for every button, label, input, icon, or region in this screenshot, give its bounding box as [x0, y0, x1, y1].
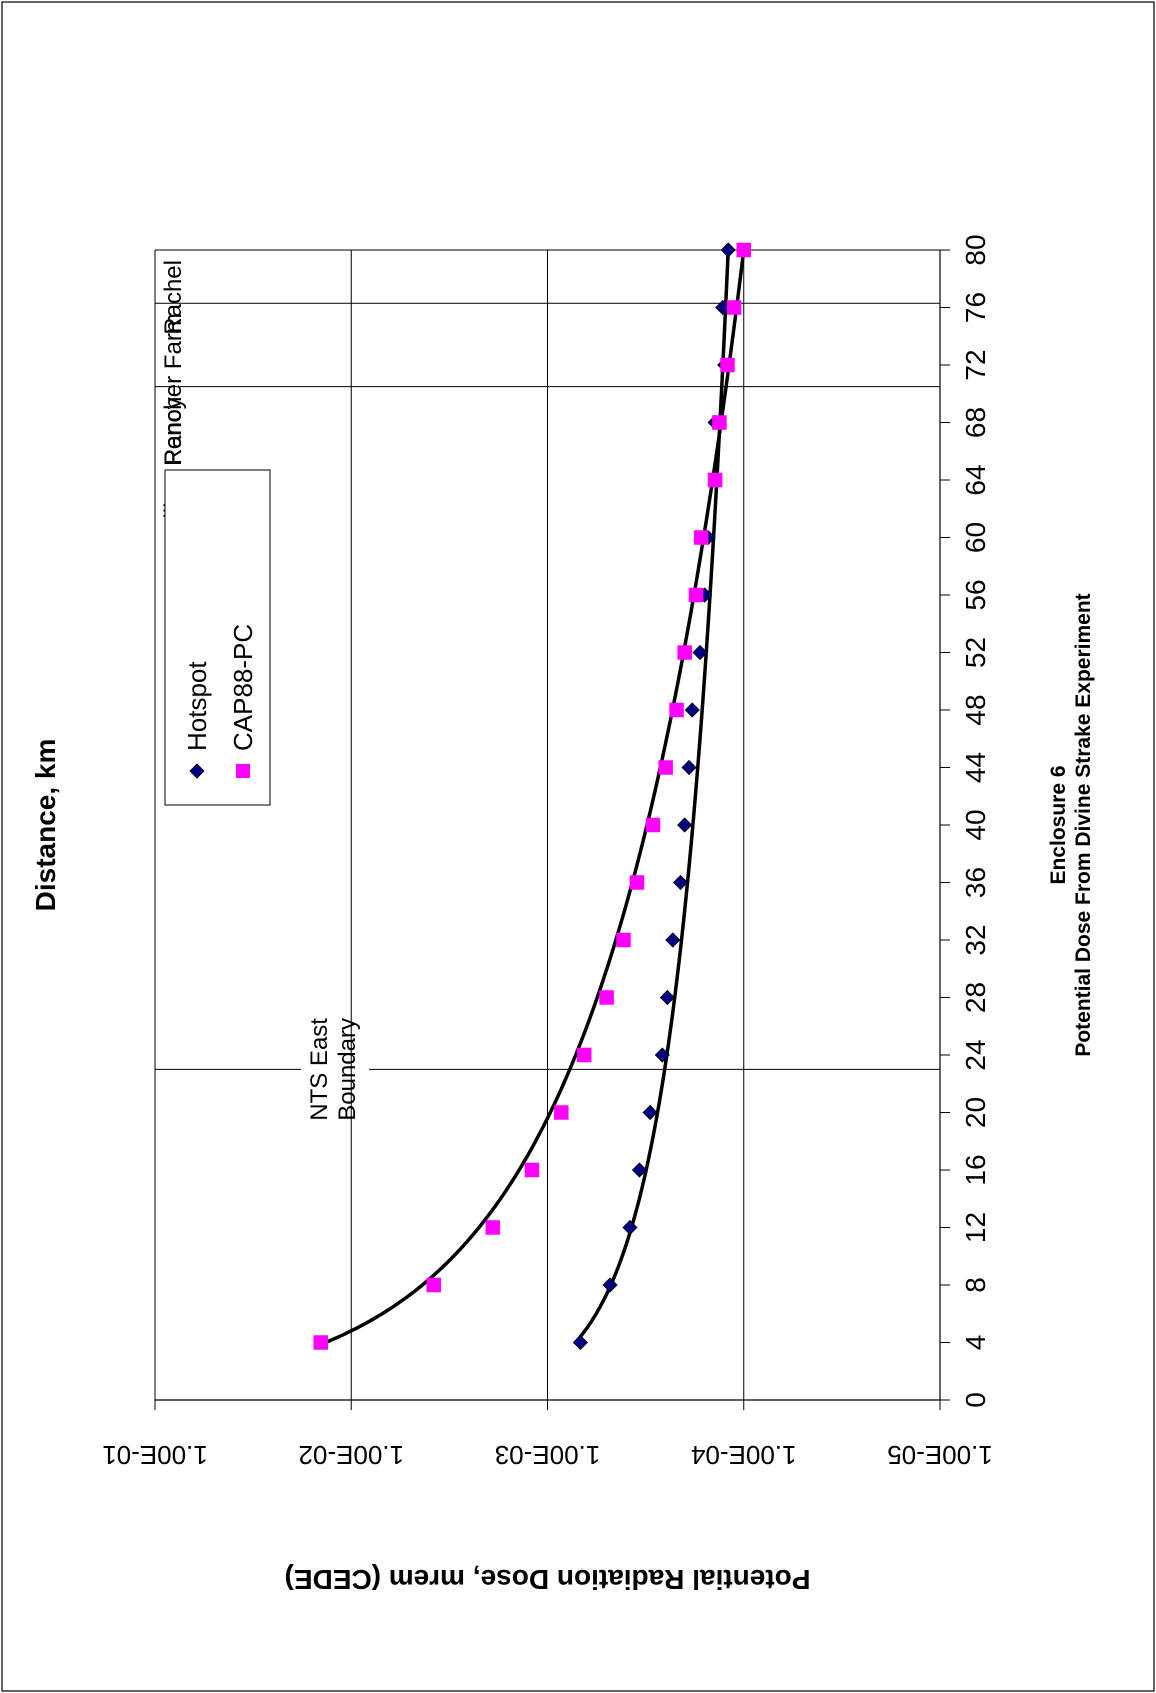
cap88-pc-point — [313, 1335, 329, 1350]
x-tick-label: 60 — [960, 522, 991, 553]
hotspot-point — [602, 1277, 618, 1293]
annotation-label: NTS East — [306, 1018, 333, 1121]
x-tick-label: 12 — [960, 1212, 991, 1243]
trendline-cap88-pc — [324, 249, 746, 1345]
hotspot-point — [720, 242, 736, 258]
legend: Hotspot CAP88-PC — [164, 469, 271, 806]
legend-label: CAP88-PC — [228, 624, 258, 751]
y-tick-label: 1.00E-01 — [102, 1440, 208, 1470]
x-tick-label: 44 — [960, 752, 991, 783]
x-tick-label: 40 — [960, 809, 991, 840]
cap88-pc-point — [693, 530, 709, 545]
x-tick-label: 48 — [960, 694, 991, 725]
hotspot-point — [684, 702, 700, 718]
x-tick-label: 0 — [960, 1392, 991, 1408]
x-tick-label: 36 — [960, 867, 991, 898]
cap88-pc-point — [707, 472, 723, 488]
cap88-pc-point — [576, 1047, 592, 1063]
y-tick-labels: 1.00E-01 1.00E-02 1.00E-03 1.00E-04 1.00E-05 — [102, 1440, 993, 1470]
x-tick-label: 52 — [960, 637, 991, 668]
trendlines — [324, 249, 746, 1345]
hotspot-point — [654, 1047, 670, 1063]
x-tick-label: 56 — [960, 579, 991, 610]
x-tick-label: 16 — [960, 1154, 991, 1185]
hotspot-point — [659, 989, 675, 1006]
cap88-pc-point — [669, 702, 684, 718]
chart-subtitle: Potential Dose From Divine Strake Experi… — [1072, 593, 1095, 1056]
cap88-pc-point — [616, 932, 631, 948]
cap88-pc-point — [554, 1105, 569, 1120]
x-tick-label: 20 — [960, 1097, 991, 1128]
hotspot-point — [642, 1104, 658, 1121]
legend-marker-square — [236, 764, 250, 778]
cap88-pc-point — [629, 875, 645, 890]
x-tick-label: 32 — [960, 924, 991, 955]
y-axis-label: Potential Radiation Dose, mrem (CEDE) — [285, 1564, 811, 1595]
x-tick-label: 76 — [960, 292, 991, 323]
cap88-pc-point — [599, 990, 614, 1005]
cap88-pc-point — [426, 1277, 441, 1293]
annotation-lines — [155, 249, 940, 1070]
hotspot-point — [677, 817, 693, 833]
legend-label: Hotspot — [182, 661, 212, 751]
hotspot-point — [631, 1162, 648, 1178]
chart-title: Enclosure 6 — [1047, 765, 1070, 884]
y-tick-label: 1.00E-05 — [887, 1440, 993, 1470]
x-tick-label: 4 — [960, 1335, 991, 1351]
axes — [154, 249, 950, 1410]
annotation-label: Rachel — [160, 260, 187, 335]
cap88-pc-point — [726, 300, 742, 315]
x-tick-label: 80 — [960, 234, 991, 265]
cap88-pc-point — [720, 357, 735, 373]
cap88-pc-point — [712, 415, 727, 430]
x-tick-label: 64 — [960, 464, 991, 495]
hotspot-point — [692, 644, 708, 661]
cap88-pc-point — [736, 242, 751, 258]
annotation-label: Penoyer Farm — [160, 313, 187, 465]
x-tick-label: 8 — [960, 1277, 991, 1293]
legend-marker-diamond — [189, 763, 205, 779]
hotspot-point — [622, 1219, 638, 1236]
y-tick-label: 1.00E-04 — [691, 1440, 797, 1470]
cap88-pc-point — [485, 1220, 501, 1235]
cap88-pc-point — [645, 817, 661, 833]
cap88-pc-point — [524, 1162, 540, 1178]
x-tick-label: 72 — [960, 349, 991, 380]
x-tick-label: 28 — [960, 982, 991, 1013]
annotation-label: Boundary — [334, 1018, 361, 1121]
hotspot-point — [672, 874, 689, 891]
trendline-hotspot — [574, 249, 730, 1344]
hotspot-point — [681, 759, 697, 776]
y-tick-label: 1.00E-03 — [495, 1440, 601, 1470]
cap88-pc-point — [688, 587, 704, 603]
x-tick-label: 24 — [960, 1039, 991, 1070]
y-tick-label: 1.00E-02 — [298, 1440, 404, 1470]
data-points — [313, 242, 751, 1351]
cap88-pc-point — [677, 645, 692, 660]
x-axis-label: Distance, km — [30, 739, 61, 912]
cap88-pc-point — [658, 760, 673, 775]
hotspot-point — [665, 932, 681, 948]
legend-box — [164, 469, 271, 806]
hotspot-point — [572, 1334, 588, 1351]
x-tick-label: 68 — [960, 407, 991, 438]
grid — [154, 250, 745, 1400]
